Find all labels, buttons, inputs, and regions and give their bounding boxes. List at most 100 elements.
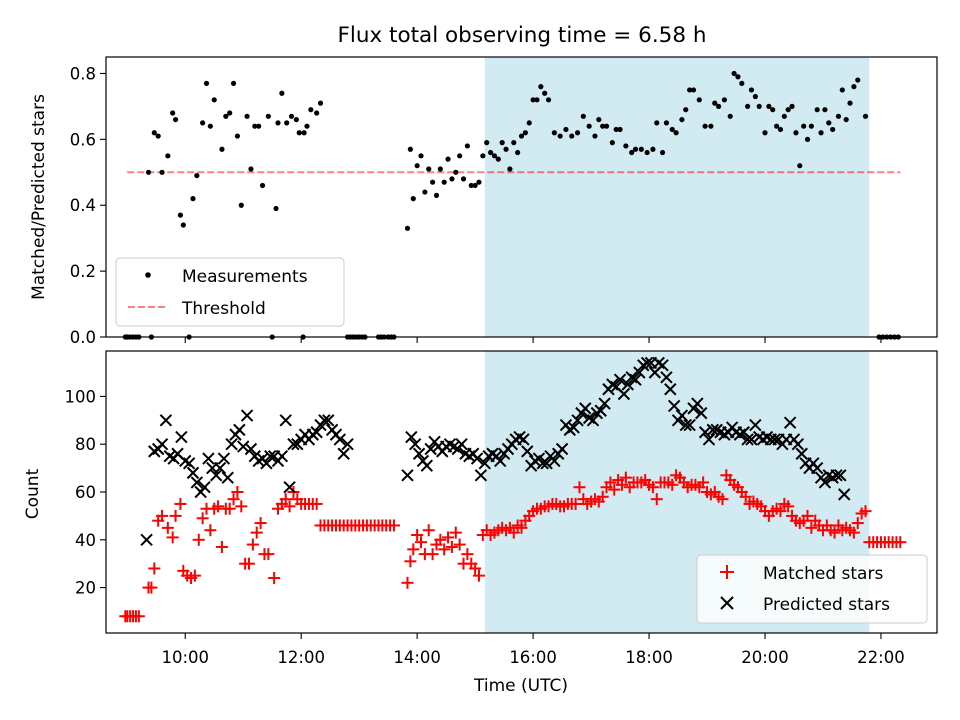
matched-star-point bbox=[310, 497, 323, 510]
measurement-point bbox=[437, 166, 443, 172]
matched-star-point bbox=[246, 538, 259, 551]
count-y-tick-label: 60 bbox=[75, 483, 96, 502]
count-x-tick-label: 22:00 bbox=[857, 648, 905, 667]
predicted-star-point bbox=[322, 414, 335, 427]
matched-star-point bbox=[650, 493, 663, 506]
matched-star-point bbox=[145, 581, 158, 594]
measurement-point bbox=[414, 163, 420, 169]
predicted-star-point bbox=[830, 469, 843, 482]
predicted-star-point bbox=[706, 423, 720, 437]
measurement-point bbox=[669, 126, 675, 133]
measurement-point bbox=[275, 120, 281, 126]
matched-star-point bbox=[166, 531, 179, 544]
measurement-point bbox=[663, 120, 670, 126]
predicted-star-point bbox=[198, 481, 211, 494]
predicted-star-point bbox=[412, 447, 426, 460]
measurement-point bbox=[542, 90, 548, 96]
measurement-point bbox=[644, 149, 650, 156]
measurement-point bbox=[449, 176, 455, 182]
predicted-star-point bbox=[190, 476, 204, 489]
measurement-point bbox=[735, 74, 741, 80]
ratio-y-axis-label: Matched/Predicted stars bbox=[29, 94, 49, 300]
measurement-point bbox=[248, 166, 254, 172]
measurement-point bbox=[851, 84, 857, 90]
measurement-point bbox=[629, 149, 635, 156]
matched-star-point bbox=[192, 533, 205, 546]
measurement-point bbox=[273, 205, 279, 212]
measurement-point bbox=[748, 87, 755, 93]
measurement-point bbox=[507, 166, 513, 172]
predicted-star-point bbox=[540, 457, 553, 470]
matched-star-point bbox=[697, 476, 710, 489]
predicted-star-point bbox=[567, 421, 580, 434]
matched-star-point bbox=[449, 526, 462, 539]
predicted-star-point bbox=[333, 433, 347, 446]
measurement-point bbox=[814, 107, 820, 113]
measurement-point bbox=[702, 123, 708, 129]
measurement-point bbox=[407, 146, 413, 152]
measurement-point bbox=[855, 77, 861, 83]
measurement-point bbox=[159, 169, 165, 175]
count-y-axis-label: Count bbox=[23, 468, 43, 519]
predicted-star-point bbox=[683, 418, 696, 432]
predicted-star-point bbox=[341, 437, 354, 451]
predicted-star-point bbox=[337, 447, 350, 460]
measurement-point bbox=[752, 93, 758, 100]
measurement-point bbox=[727, 113, 733, 119]
measurement-point bbox=[301, 130, 307, 136]
predicted-star-point bbox=[691, 397, 704, 410]
measurement-point bbox=[430, 179, 436, 185]
matched-star-point bbox=[453, 538, 466, 551]
measurement-point bbox=[638, 146, 644, 152]
measurement-point bbox=[609, 140, 615, 146]
matched-star-point bbox=[212, 500, 225, 513]
measurement-point bbox=[830, 126, 836, 133]
matched-star-point bbox=[604, 476, 617, 489]
measurement-point bbox=[708, 123, 714, 129]
measurement-point bbox=[773, 123, 780, 129]
predicted-star-point bbox=[424, 442, 437, 456]
measurement-point bbox=[632, 146, 639, 152]
measurement-point bbox=[472, 182, 478, 189]
ratio-axes-frame bbox=[105, 56, 938, 338]
observing-window-shade bbox=[484, 57, 870, 337]
matched-star-point bbox=[401, 576, 414, 589]
matched-star-point bbox=[666, 478, 679, 491]
count-x-tick-label: 12:00 bbox=[277, 648, 325, 667]
matched-star-point bbox=[169, 509, 182, 522]
predicted-star-point bbox=[586, 414, 600, 427]
predicted-star-point bbox=[279, 414, 292, 427]
predicted-star-point bbox=[233, 423, 246, 437]
matched-star-point bbox=[196, 512, 209, 525]
measurement-point bbox=[468, 182, 474, 189]
measurement-point bbox=[569, 133, 575, 139]
predicted-star-point bbox=[310, 426, 323, 439]
measurement-point bbox=[793, 130, 799, 136]
predicted-star-point bbox=[287, 437, 300, 451]
measurement-point bbox=[659, 149, 666, 156]
predicted-star-point bbox=[834, 469, 847, 482]
measurement-point bbox=[170, 110, 176, 116]
matched-star-point bbox=[415, 536, 428, 549]
measurement-point bbox=[172, 116, 179, 123]
matched-star-point bbox=[434, 533, 447, 546]
matched-star-point bbox=[445, 540, 458, 553]
ratio-y-tick-label: 0.6 bbox=[70, 130, 96, 149]
measurement-point bbox=[617, 126, 623, 133]
measurement-point bbox=[441, 179, 447, 185]
predicted-star-point bbox=[225, 437, 238, 451]
count-y-tick-label: 40 bbox=[75, 531, 96, 550]
predicted-star-point bbox=[140, 533, 153, 547]
count-legend: Matched stars Predicted stars bbox=[696, 554, 928, 624]
matched-star-point bbox=[231, 486, 244, 498]
predicted-star-point bbox=[186, 466, 200, 480]
predicted-star-point bbox=[598, 397, 611, 410]
predicted-star-point bbox=[478, 457, 491, 470]
predicted-star-point bbox=[202, 452, 215, 465]
matched-star-point bbox=[404, 555, 417, 568]
measurement-point bbox=[785, 107, 791, 113]
matched-star-point bbox=[472, 569, 485, 582]
measurement-point bbox=[499, 140, 505, 146]
matched-star-point bbox=[774, 505, 787, 518]
legend-matched-label: Matched stars bbox=[763, 564, 883, 584]
